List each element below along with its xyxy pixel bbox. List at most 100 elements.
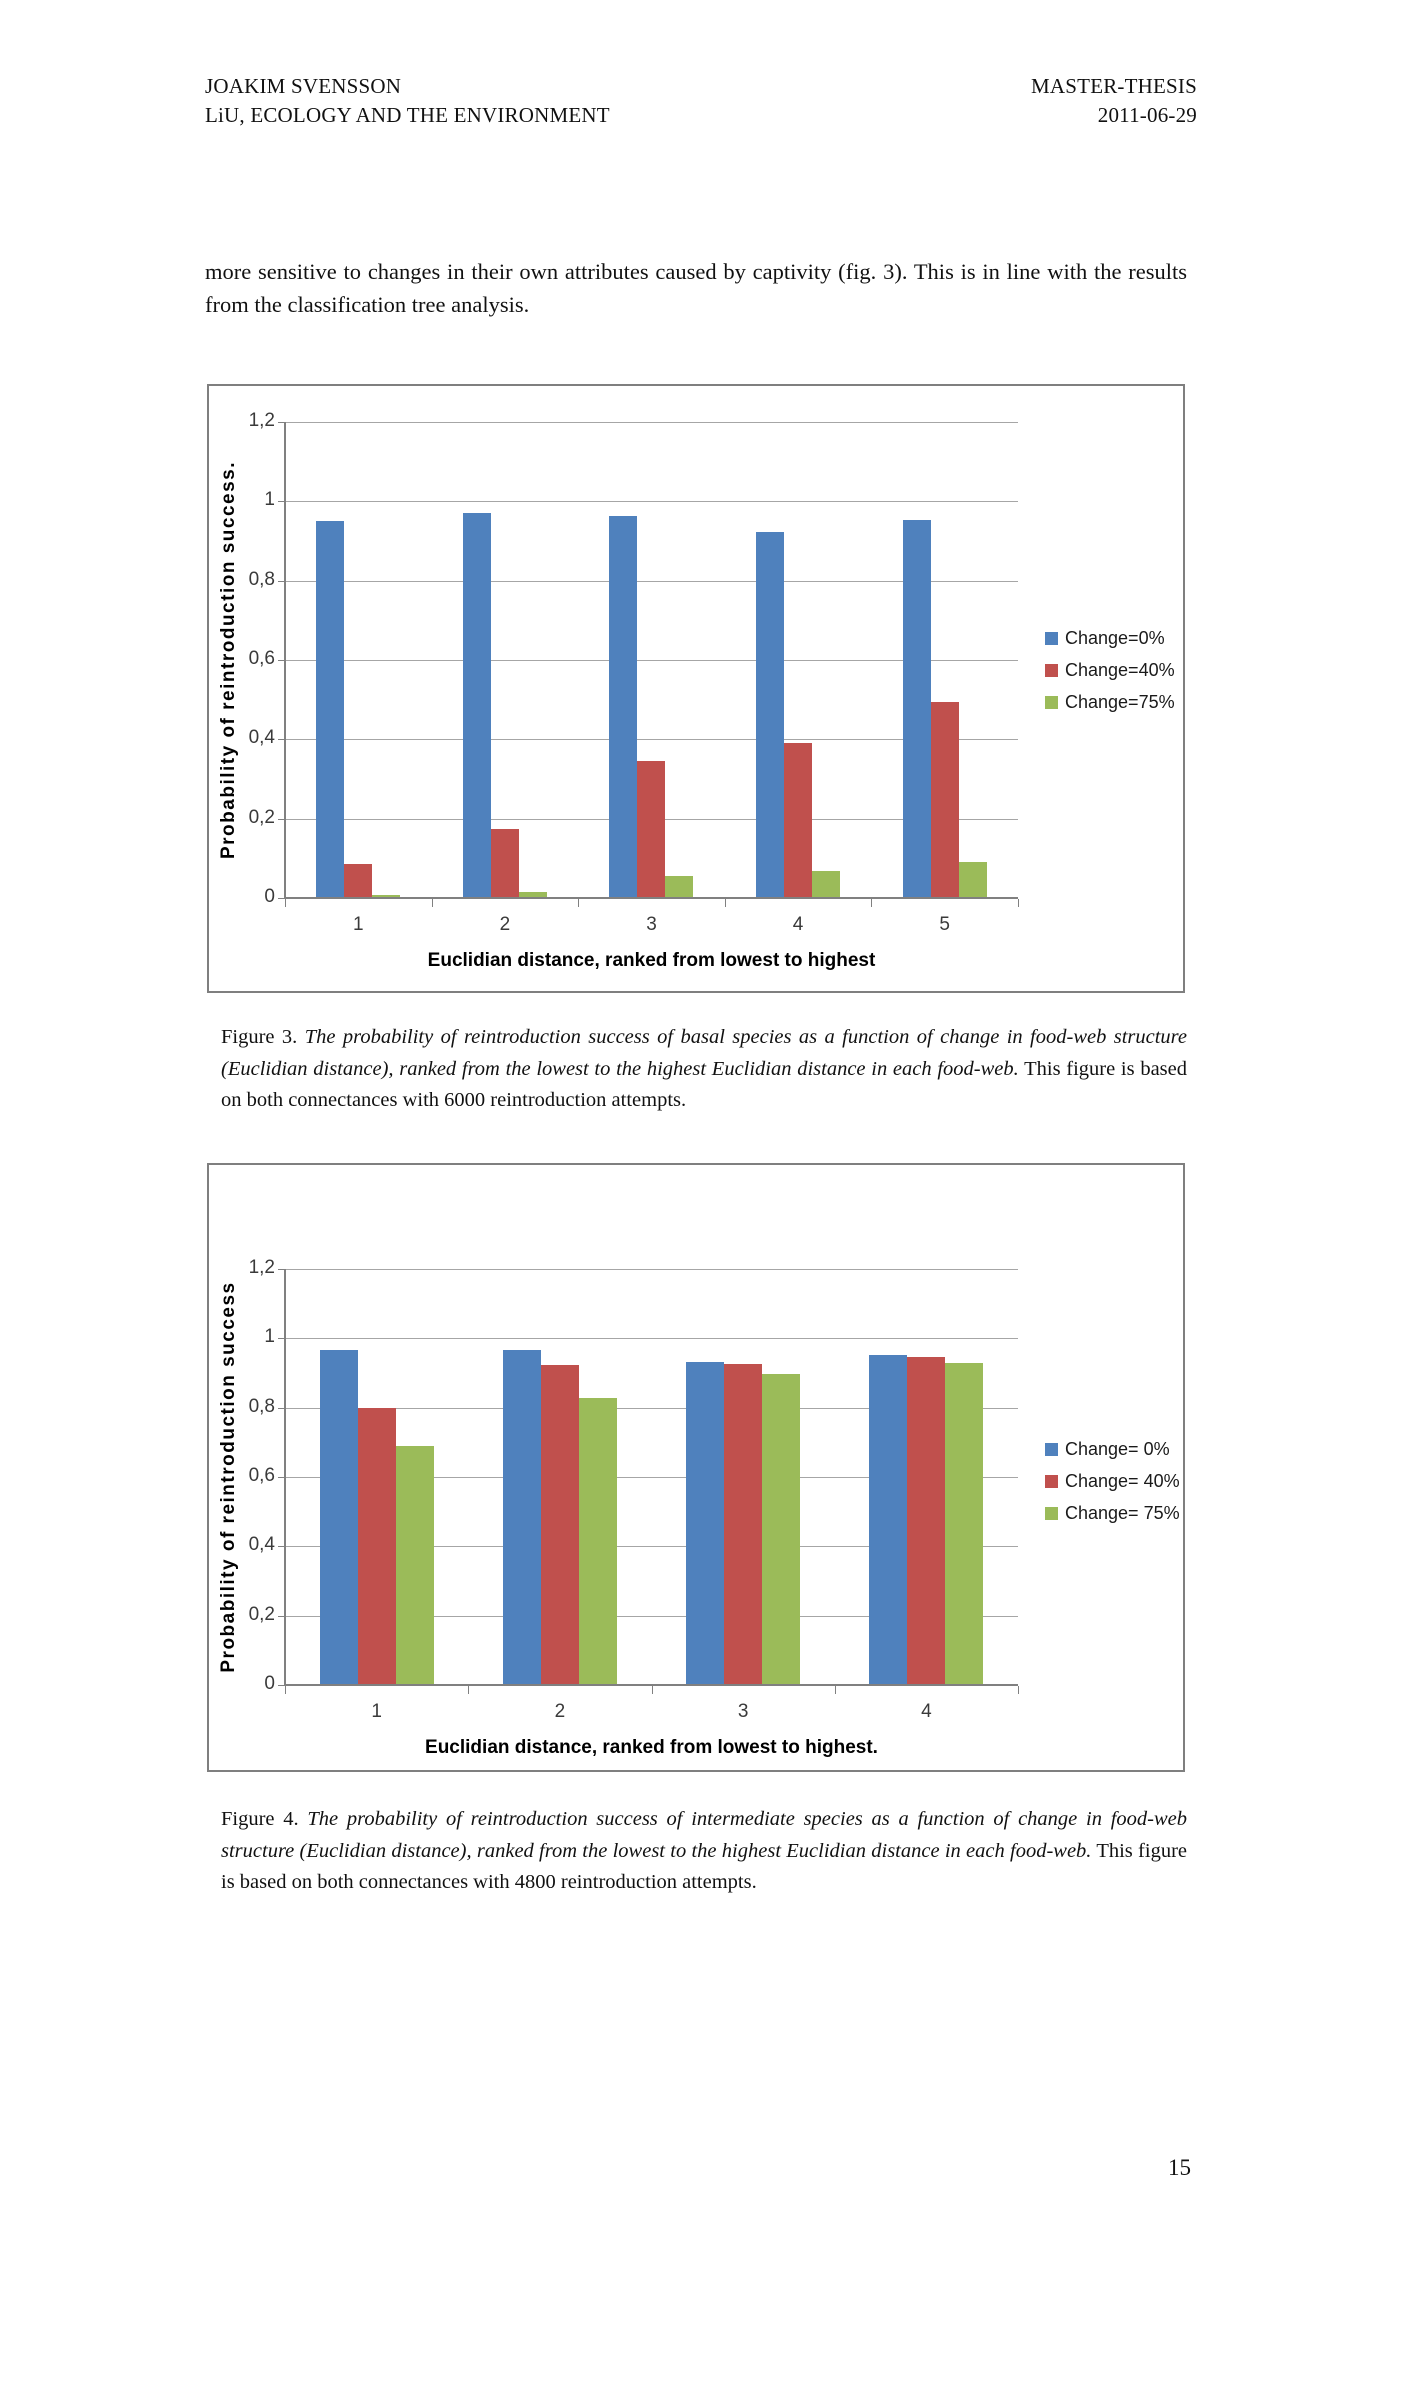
y-tick-label: 1,2 [248, 1257, 275, 1278]
x-tick-mark [651, 1686, 653, 1694]
header-right-block: MASTER-THESIS 2011-06-29 [1031, 72, 1197, 130]
bar-series-2 [372, 895, 401, 898]
x-axis-title: Euclidian distance, ranked from lowest t… [425, 1737, 878, 1758]
y-tick-mark [278, 1338, 285, 1340]
bar-series-2 [958, 862, 987, 898]
legend-item-2: Change=75% [1045, 686, 1175, 718]
bar-series-1 [344, 864, 373, 898]
x-tick-mark [431, 899, 433, 907]
chart-legend: Change=0% Change=40% Change=75% [1045, 622, 1175, 718]
bar-series-2 [762, 1374, 801, 1685]
legend-label: Change= 75% [1065, 1502, 1180, 1523]
y-tick-label: 1 [264, 489, 275, 511]
bar-series-0 [686, 1362, 725, 1685]
y-gridline [285, 1546, 1018, 1548]
legend-label: Change=40% [1065, 659, 1175, 680]
legend-swatch-icon [1045, 1506, 1058, 1520]
bar-series-0 [462, 513, 491, 898]
bar-series-2 [812, 871, 841, 898]
figure4-caption: Figure 4. The probability of reintroduct… [221, 1804, 1187, 1899]
y-tick-mark [278, 1615, 285, 1617]
page-header: JOAKIM SVENSSON LiU, ECOLOGY AND THE ENV… [205, 72, 1197, 130]
bar-series-2 [945, 1363, 984, 1685]
x-tick-label: 1 [353, 914, 364, 935]
y-axis-title: Probability of reintroduction success. [218, 460, 239, 860]
x-tick-label: 2 [554, 1701, 566, 1722]
bar-group [578, 422, 725, 898]
bar-series-1 [724, 1364, 763, 1685]
legend-swatch-icon [1045, 1442, 1058, 1456]
x-tick-label: 1 [371, 1701, 382, 1722]
y-tick-label: 0,4 [248, 1534, 275, 1556]
bar-series-0 [869, 1355, 908, 1685]
y-tick-label: 0,4 [248, 727, 275, 749]
y-tick-label: 1,2 [248, 410, 275, 431]
y-tick-label: 0,6 [248, 648, 275, 669]
legend-item-0: Change= 0% [1045, 1433, 1180, 1465]
x-tick-label: 5 [939, 914, 950, 935]
bar-series-1 [490, 829, 519, 898]
header-doc-type: MASTER-THESIS [1031, 74, 1197, 98]
header-author: JOAKIM SVENSSON [205, 74, 402, 98]
figure3-caption-label: Figure 3. [221, 1026, 305, 1048]
y-gridline [285, 580, 1018, 582]
figure4-bar-chart: 0 0,2 0,4 0,6 0,8 1 1,2 1 2 3 4 Euclidian distance,… [207, 1163, 1185, 1772]
y-tick-mark [278, 580, 285, 582]
y-tick-mark [278, 818, 285, 820]
bar-group [468, 1269, 651, 1685]
figure4-caption-label: Figure 4. [221, 1808, 308, 1830]
y-tick-label: 0 [264, 1673, 275, 1694]
legend-label: Change=75% [1065, 691, 1175, 712]
x-tick-mark [834, 1686, 836, 1694]
y-tick-label: 0,2 [248, 806, 275, 828]
x-axis-line [285, 1684, 1018, 1686]
x-tick-label: 4 [921, 1701, 932, 1722]
x-tick-mark [468, 1686, 470, 1694]
bar-group [835, 1269, 1018, 1685]
y-tick-label: 0,6 [248, 1465, 275, 1486]
legend-swatch-icon [1045, 1474, 1058, 1488]
page-number: 15 [1168, 2155, 1191, 2180]
bar-series-0 [319, 1350, 358, 1685]
y-tick-label: 0,8 [248, 1395, 275, 1417]
y-tick-mark [278, 1269, 285, 1270]
figure3-bar-chart: 0 0,2 0,4 0,6 0,8 1 1,2 1 2 3 4 5 Euclidian distance… [207, 384, 1185, 993]
x-tick-label: 2 [499, 914, 511, 935]
y-tick-label: 0,2 [248, 1603, 275, 1625]
y-gridline [285, 422, 1018, 423]
bar-series-0 [609, 516, 638, 898]
y-gridline [285, 501, 1018, 503]
x-tick-mark [578, 899, 580, 907]
bar-group [285, 1269, 468, 1685]
y-tick-mark [278, 501, 285, 503]
y-tick-label: 1 [264, 1326, 275, 1348]
y-tick-mark [278, 1546, 285, 1548]
bar-series-1 [784, 743, 813, 898]
figure3-caption-italic: The probability of reintroduction succes… [221, 1026, 1187, 1080]
y-gridline [285, 1407, 1018, 1409]
figure4-caption-italic: The probability of reintroduction succes… [221, 1808, 1187, 1862]
bar-group [652, 1269, 835, 1685]
y-tick-mark [278, 1477, 285, 1478]
bar-group [871, 422, 1018, 898]
y-gridline [285, 1615, 1018, 1617]
bar-series-2 [518, 892, 547, 898]
y-tick-label: 0 [264, 886, 275, 907]
bar-series-0 [316, 521, 345, 898]
x-tick-label: 3 [737, 1701, 749, 1722]
y-tick-mark [278, 660, 285, 661]
header-date: 2011-06-29 [1097, 103, 1197, 127]
x-tick-mark [1018, 1686, 1019, 1694]
y-tick-mark [278, 739, 285, 741]
body-paragraph: more sensitive to changes in their own a… [205, 259, 1187, 317]
legend-item-1: Change=40% [1045, 654, 1175, 686]
legend-label: Change= 40% [1065, 1470, 1180, 1491]
figure4-caption-rest: This figure is based on both connectance… [221, 1839, 1187, 1894]
x-tick-mark [871, 899, 873, 907]
y-tick-mark [278, 898, 285, 899]
legend-item-0: Change=0% [1045, 622, 1175, 654]
y-gridline [285, 1269, 1018, 1270]
bar-series-2 [395, 1446, 434, 1685]
legend-swatch-icon [1045, 695, 1058, 709]
